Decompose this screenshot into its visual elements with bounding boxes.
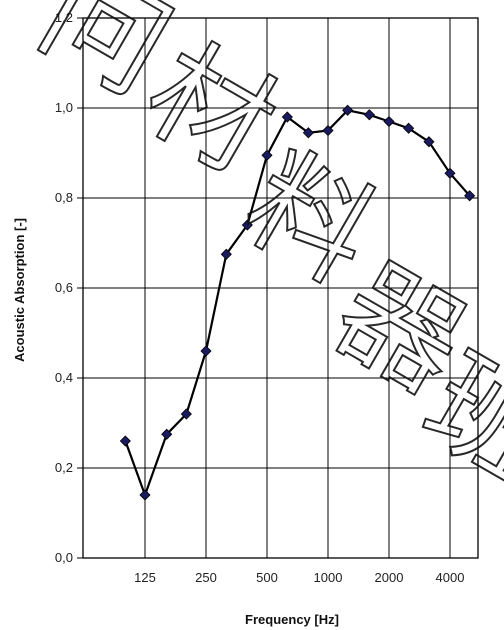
data-point [363,109,375,121]
data-point [342,104,354,116]
y-tick-labels: 0,0 0,2 0,4 0,6 0,8 1,0 1,2 [55,10,73,565]
y-tick-label: 0,0 [55,550,73,565]
y-axis-title: Acoustic Absorption [-] [12,218,27,362]
data-point [241,219,253,231]
y-tick-label: 0,8 [55,190,73,205]
x-tick-label: 125 [134,570,156,585]
y-tick-label: 0,2 [55,460,73,475]
data-point [119,435,131,447]
x-tick-label: 2000 [375,570,404,585]
data-point [302,127,314,139]
series-layer [119,104,476,501]
data-point [200,345,212,357]
data-point [322,124,334,137]
x-tick-labels: 125 250 500 1000 2000 4000 [134,570,464,585]
x-axis-title: Frequency [Hz] [245,612,339,627]
y-tick-label: 1,2 [55,10,73,25]
data-point [180,408,192,420]
data-point [220,248,232,260]
x-tick-label: 250 [195,570,217,585]
y-tick-label: 1,0 [55,100,73,115]
x-tick-label: 1000 [314,570,343,585]
series-line [124,109,471,497]
data-point [261,149,273,161]
data-point [464,190,476,202]
x-tick-label: 4000 [436,570,465,585]
grid-lines [77,17,479,559]
data-point [139,489,151,501]
data-point [444,167,456,179]
x-tick-label: 500 [256,570,278,585]
data-point [403,122,415,134]
watermark: 问 材 料 器 班 [18,0,504,511]
data-point [281,111,293,123]
data-point [423,136,435,148]
data-point [383,115,395,128]
y-tick-label: 0,4 [55,370,73,385]
y-tick-label: 0,6 [55,280,73,295]
data-point [161,428,173,440]
